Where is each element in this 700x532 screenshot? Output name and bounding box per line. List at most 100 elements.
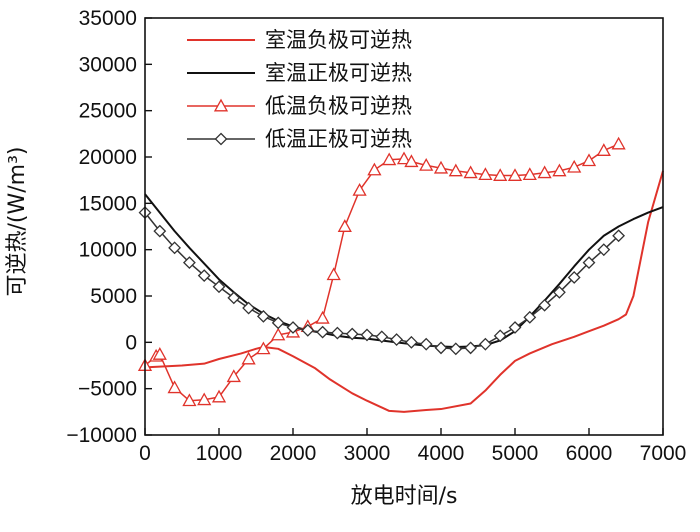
data-point	[330, 326, 344, 340]
data-point	[301, 323, 315, 337]
y-tick-label: 30000	[79, 53, 137, 76]
data-point	[168, 241, 182, 255]
data-point	[286, 321, 300, 334]
y-tick-label: −10000	[66, 424, 137, 447]
series-2	[144, 193, 664, 348]
y-tick-label: 5000	[90, 285, 137, 308]
legend-marker	[213, 98, 229, 112]
data-point	[448, 163, 463, 177]
data-point	[382, 152, 397, 166]
data-point	[315, 310, 330, 324]
x-tick-label: 1000	[196, 442, 243, 465]
y-tick-label: 35000	[79, 7, 137, 30]
data-point	[197, 392, 212, 406]
data-point	[597, 243, 611, 257]
y-tick-label: 20000	[79, 146, 137, 169]
data-point	[390, 333, 404, 346]
plot-marks	[137, 136, 664, 413]
series-line-4	[144, 212, 620, 350]
series-4	[138, 206, 626, 356]
legend-label: 室温负极可逆热	[265, 28, 412, 52]
series-1	[144, 170, 664, 413]
data-point	[256, 341, 271, 355]
data-point	[153, 224, 167, 238]
data-point	[256, 309, 270, 323]
data-point	[271, 327, 286, 341]
legend-item-2: 室温正极可逆热	[187, 61, 412, 85]
data-point	[375, 330, 389, 344]
data-point	[552, 285, 566, 299]
data-point	[226, 369, 241, 383]
data-point	[182, 256, 196, 270]
data-point	[493, 168, 508, 181]
data-point	[449, 342, 463, 356]
legend-marker	[214, 132, 228, 146]
data-point	[567, 159, 582, 173]
axis-ticks: 0 1000 2000 3000 4000 5000 6000 7000 −10000 −5000…	[66, 7, 686, 465]
x-axis-title: 放电时间/s	[351, 484, 458, 509]
data-point	[522, 167, 537, 181]
data-point	[611, 136, 626, 150]
data-point	[197, 269, 211, 283]
data-point	[404, 154, 419, 168]
data-point	[433, 160, 449, 174]
data-point	[182, 393, 197, 407]
y-tick-label: −5000	[78, 378, 137, 401]
data-point	[434, 341, 448, 355]
data-point	[493, 329, 507, 343]
legend-label: 低温负极可逆热	[265, 94, 412, 118]
data-point	[337, 219, 352, 232]
data-point	[326, 267, 341, 281]
x-tick-label: 4000	[418, 442, 465, 465]
data-point	[507, 168, 523, 181]
data-point	[478, 337, 492, 351]
legend-item-3: 低温负极可逆热	[187, 94, 412, 118]
legend-label: 低温正极可逆热	[265, 127, 412, 151]
data-point	[596, 143, 611, 156]
data-point	[211, 389, 227, 403]
data-point	[227, 291, 241, 305]
data-point	[167, 380, 182, 394]
data-point	[152, 347, 167, 360]
data-point	[345, 327, 359, 341]
x-tick-label: 3000	[344, 442, 391, 465]
data-point	[582, 256, 596, 270]
y-tick-label: 0	[125, 331, 137, 354]
x-tick-label: 2000	[270, 442, 317, 465]
series-line-2	[144, 193, 664, 348]
data-point	[612, 229, 626, 243]
data-point	[271, 316, 285, 330]
data-point	[523, 310, 537, 324]
legend-label: 室温正极可逆热	[265, 61, 412, 85]
x-tick-label: 7000	[640, 442, 687, 465]
data-point	[552, 163, 567, 177]
legend-item-4: 低温正极可逆热	[187, 127, 412, 151]
data-point	[567, 271, 581, 284]
legend-item-1: 室温负极可逆热	[187, 28, 412, 52]
y-tick-label: 25000	[79, 100, 137, 123]
data-point	[316, 325, 330, 339]
x-tick-label: 0	[139, 442, 151, 465]
y-axis-title: 可逆热/(W/m³)	[5, 147, 30, 297]
data-point	[360, 328, 374, 342]
series-3	[137, 136, 626, 407]
data-point	[419, 337, 433, 351]
series-line-1	[144, 170, 664, 413]
data-point	[463, 165, 478, 179]
x-tick-label: 5000	[492, 442, 539, 465]
y-tick-label: 10000	[79, 239, 137, 262]
data-point	[241, 351, 256, 365]
data-point	[352, 183, 367, 196]
series-line-3	[144, 143, 619, 402]
y-tick-label: 15000	[79, 192, 137, 215]
data-point	[242, 301, 256, 315]
data-point	[478, 167, 493, 181]
x-tick-label: 6000	[566, 442, 613, 465]
data-point	[538, 298, 552, 312]
data-point	[419, 158, 434, 171]
data-point	[367, 162, 382, 176]
data-point	[537, 165, 552, 179]
data-point	[508, 321, 522, 334]
